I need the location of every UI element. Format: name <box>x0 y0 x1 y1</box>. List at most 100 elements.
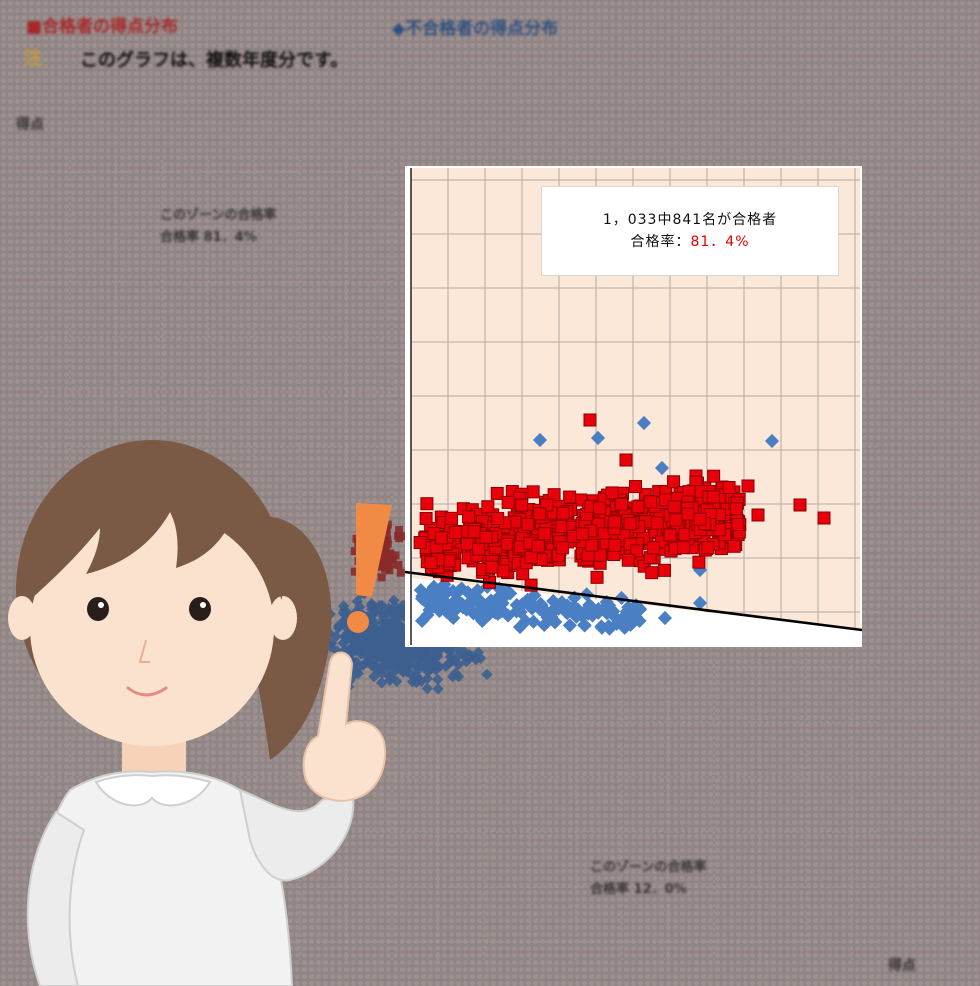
fail-point <box>636 415 652 431</box>
pass-point <box>623 517 637 531</box>
fail-point <box>591 602 606 617</box>
upper-zone-line1: このゾーンの合格率 <box>160 208 277 223</box>
fail-point <box>602 598 617 613</box>
pass-point <box>646 541 660 555</box>
fail-point-dimmed <box>481 668 493 681</box>
fail-point <box>563 603 578 618</box>
pass-point <box>693 512 707 526</box>
pass-point <box>479 530 493 544</box>
pass-point <box>481 500 495 514</box>
fail-point-dimmed <box>461 651 473 663</box>
pass-point <box>501 495 515 509</box>
pass-point-dimmed <box>396 568 405 577</box>
pass-point <box>707 469 721 483</box>
pass-rate-line: 合格率：81．4% <box>630 231 749 253</box>
fail-point-dimmed <box>420 645 433 657</box>
pass-point <box>669 513 683 527</box>
fail-point <box>692 595 708 611</box>
fail-point <box>426 579 441 594</box>
boundary-line <box>404 570 863 632</box>
pass-point <box>631 500 645 514</box>
pass-point <box>576 527 590 541</box>
fail-point-dimmed <box>379 632 391 645</box>
pass-point <box>727 539 741 553</box>
fail-point-dimmed <box>375 677 388 689</box>
pass-point <box>667 500 681 514</box>
fail-point-dimmed <box>376 667 388 680</box>
pass-point-dimmed <box>394 560 403 569</box>
legend-pass: ■合格者の得点分布 <box>26 17 179 37</box>
pass-point-dimmed <box>381 550 390 559</box>
pass-point <box>491 511 505 525</box>
fail-point <box>503 586 518 601</box>
pass-count-text: 1，033中841名が合格者 <box>602 212 778 228</box>
pass-point <box>608 515 622 529</box>
fail-point <box>532 432 548 448</box>
fail-point-dimmed <box>337 607 349 619</box>
pass-point <box>663 528 677 542</box>
pass-point <box>793 498 807 512</box>
fail-point <box>413 583 428 598</box>
note-prefix: 注 <box>24 48 42 69</box>
fail-point <box>518 614 533 629</box>
pass-point <box>583 413 597 427</box>
exclamation-icon <box>347 503 392 633</box>
pass-point-dimmed <box>386 560 395 569</box>
pointing-hand <box>302 651 386 802</box>
pass-point <box>424 556 438 570</box>
pass-point <box>731 518 745 532</box>
fail-point-dimmed <box>380 657 392 669</box>
fail-point <box>526 614 541 629</box>
fail-point-dimmed <box>330 630 342 642</box>
fail-point <box>461 599 476 614</box>
pass-point <box>741 479 755 493</box>
upper-zone-line2: 合格率 81．4% <box>160 230 257 245</box>
pass-point-dimmed <box>383 520 392 529</box>
fail-point-dimmed <box>384 617 397 630</box>
pass-point <box>419 511 433 525</box>
fail-point-dimmed <box>432 683 444 695</box>
pass-point <box>563 490 577 504</box>
fail-point <box>415 591 430 606</box>
pass-point <box>706 490 720 504</box>
pass-point-dimmed <box>350 547 359 556</box>
fail-point <box>520 592 535 607</box>
fail-point-dimmed <box>388 647 400 659</box>
fail-point-dimmed <box>372 648 384 660</box>
fail-point <box>534 598 549 613</box>
pass-point-dimmed <box>396 532 405 541</box>
pass-rate-box: 1，033中841名が合格者 合格率：81．4% <box>541 186 839 276</box>
fail-point-dimmed <box>394 655 406 667</box>
note-text: このグラフは、複数年度分です。 <box>80 50 349 71</box>
upper-zone-annotation: このゾーンの合格率 合格率 81．4% <box>160 205 276 249</box>
pass-point <box>729 502 743 516</box>
fail-point <box>415 613 430 628</box>
y-axis-label: 得点 <box>16 117 44 133</box>
fail-point-dimmed <box>432 673 444 686</box>
pass-point-dimmed <box>385 566 394 575</box>
pass-point-dimmed <box>376 553 385 562</box>
pass-point <box>445 511 459 525</box>
pass-point <box>751 508 765 522</box>
fail-point <box>629 610 644 625</box>
fail-point <box>764 433 780 449</box>
fail-point <box>470 583 485 599</box>
fail-point-dimmed <box>352 661 365 674</box>
pass-point-dimmed <box>391 551 400 560</box>
fail-point <box>429 599 444 614</box>
pass-point <box>615 497 629 511</box>
pass-point <box>420 497 434 511</box>
fail-point-dimmed <box>472 646 485 659</box>
fail-point <box>657 610 673 626</box>
fail-point-dimmed <box>384 674 396 687</box>
fail-point <box>562 618 577 633</box>
pass-point <box>556 506 570 520</box>
pass-point <box>531 539 545 553</box>
fail-point <box>590 430 606 446</box>
fail-point <box>614 590 629 606</box>
pass-point <box>524 550 538 564</box>
lower-zone-line2: 合格率 12．0% <box>590 882 687 897</box>
pass-point <box>701 541 715 555</box>
pass-point <box>485 560 499 574</box>
pass-point-dimmed <box>377 562 386 571</box>
